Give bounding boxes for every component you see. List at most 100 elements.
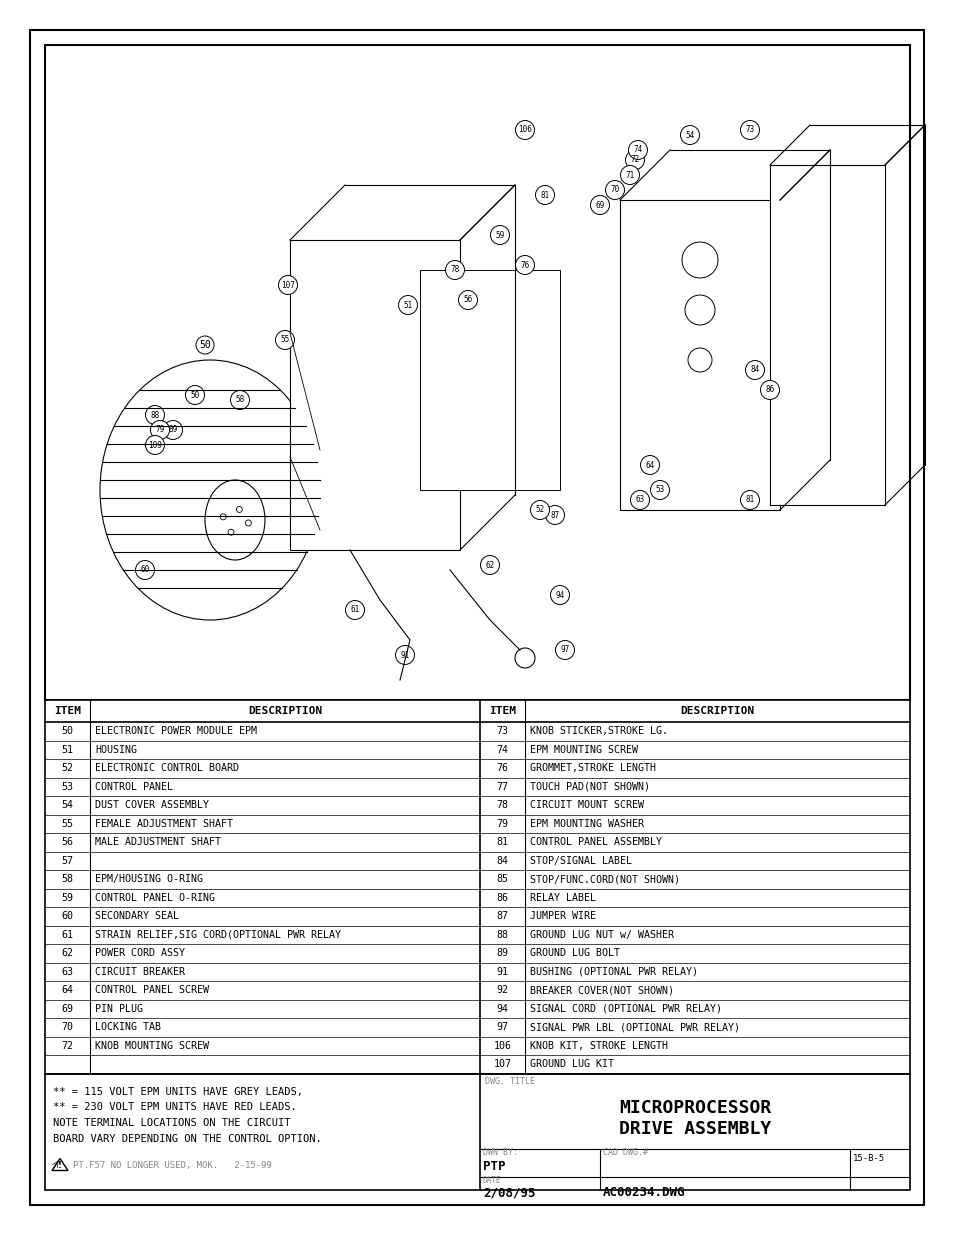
Text: 15-B-5: 15-B-5: [852, 1153, 884, 1163]
Text: DUST COVER ASSEMBLY: DUST COVER ASSEMBLY: [95, 800, 209, 810]
Text: EPM MOUNTING SCREW: EPM MOUNTING SCREW: [530, 745, 638, 755]
Text: 59: 59: [61, 893, 73, 903]
Circle shape: [490, 226, 509, 245]
Text: 51: 51: [403, 300, 413, 310]
Text: 81: 81: [539, 190, 549, 200]
Text: SIGNAL CORD (OPTIONAL PWR RELAY): SIGNAL CORD (OPTIONAL PWR RELAY): [530, 1004, 721, 1014]
Text: 62: 62: [61, 948, 73, 958]
Circle shape: [151, 420, 170, 440]
Circle shape: [590, 195, 609, 215]
Text: 61: 61: [350, 605, 359, 615]
Text: 89: 89: [168, 426, 177, 435]
Circle shape: [146, 436, 164, 454]
Text: CONTROL PANEL ASSEMBLY: CONTROL PANEL ASSEMBLY: [530, 837, 661, 847]
Text: HOUSING: HOUSING: [95, 745, 137, 755]
Text: 73: 73: [744, 126, 754, 135]
Text: 57: 57: [61, 856, 73, 866]
Text: 63: 63: [61, 967, 73, 977]
Text: GROUND LUG NUT w/ WASHER: GROUND LUG NUT w/ WASHER: [530, 930, 673, 940]
Text: 106: 106: [517, 126, 532, 135]
Text: 53: 53: [655, 485, 664, 494]
Circle shape: [275, 331, 294, 350]
Circle shape: [545, 505, 564, 525]
Text: SECONDARY SEAL: SECONDARY SEAL: [95, 911, 179, 921]
Circle shape: [679, 126, 699, 144]
Circle shape: [555, 641, 574, 659]
Text: 56: 56: [61, 837, 73, 847]
Text: 71: 71: [625, 170, 634, 179]
Circle shape: [740, 490, 759, 510]
Text: 106: 106: [493, 1041, 511, 1051]
Text: 107: 107: [493, 1060, 511, 1070]
Circle shape: [146, 405, 164, 425]
Text: 60: 60: [61, 911, 73, 921]
Text: 79: 79: [496, 819, 508, 829]
Text: SIGNAL PWR LBL (OPTIONAL PWR RELAY): SIGNAL PWR LBL (OPTIONAL PWR RELAY): [530, 1023, 740, 1032]
Text: NOTE TERMINAL LOCATIONS ON THE CIRCUIT: NOTE TERMINAL LOCATIONS ON THE CIRCUIT: [53, 1119, 291, 1129]
Circle shape: [630, 490, 649, 510]
Circle shape: [231, 390, 250, 410]
Text: DESCRIPTION: DESCRIPTION: [248, 706, 322, 716]
Bar: [769, 165, 884, 505]
Text: GROMMET,STROKE LENGTH: GROMMET,STROKE LENGTH: [530, 763, 656, 773]
Text: 56: 56: [463, 295, 472, 305]
Text: 52: 52: [61, 763, 73, 773]
Text: 89: 89: [496, 948, 508, 958]
Text: ITEM: ITEM: [489, 706, 516, 716]
Circle shape: [760, 380, 779, 399]
Text: PIN PLUG: PIN PLUG: [95, 1004, 143, 1014]
Circle shape: [550, 585, 569, 604]
Circle shape: [515, 256, 534, 274]
Circle shape: [639, 456, 659, 474]
Text: DATE: DATE: [482, 1176, 501, 1186]
Text: 88: 88: [151, 410, 159, 420]
Text: 72: 72: [630, 156, 639, 164]
Text: KNOB MOUNTING SCREW: KNOB MOUNTING SCREW: [95, 1041, 209, 1051]
Text: 74: 74: [633, 146, 642, 154]
Text: TOUCH PAD(NOT SHOWN): TOUCH PAD(NOT SHOWN): [530, 782, 649, 792]
Circle shape: [619, 165, 639, 184]
Text: 64: 64: [644, 461, 654, 469]
Text: KNOB KIT, STROKE LENGTH: KNOB KIT, STROKE LENGTH: [530, 1041, 667, 1051]
Text: 59: 59: [495, 231, 504, 240]
Text: 94: 94: [555, 590, 564, 599]
Text: CONTROL PANEL O-RING: CONTROL PANEL O-RING: [95, 893, 214, 903]
Text: MALE ADJUSTMENT SHAFT: MALE ADJUSTMENT SHAFT: [95, 837, 221, 847]
Text: EPM/HOUSING O-RING: EPM/HOUSING O-RING: [95, 874, 203, 884]
Circle shape: [163, 420, 182, 440]
Text: CIRCUIT BREAKER: CIRCUIT BREAKER: [95, 967, 185, 977]
Text: LOCKING TAB: LOCKING TAB: [95, 1023, 161, 1032]
Bar: [45, 700, 909, 1073]
Text: 70: 70: [610, 185, 619, 194]
Text: STOP/SIGNAL LABEL: STOP/SIGNAL LABEL: [530, 856, 631, 866]
Text: 107: 107: [281, 280, 294, 289]
Circle shape: [535, 185, 554, 205]
Bar: [419, 270, 559, 490]
Text: GROUND LUG KIT: GROUND LUG KIT: [530, 1060, 614, 1070]
Bar: [45, 1073, 909, 1191]
Text: 2/08/95: 2/08/95: [482, 1186, 535, 1199]
Bar: [45, 44, 909, 700]
Text: BOARD VARY DEPENDING ON THE CONTROL OPTION.: BOARD VARY DEPENDING ON THE CONTROL OPTI…: [53, 1135, 321, 1145]
Text: 55: 55: [280, 336, 290, 345]
Text: 97: 97: [559, 646, 569, 655]
Text: 97: 97: [496, 1023, 508, 1032]
Text: 91: 91: [400, 651, 409, 659]
Text: GROUND LUG BOLT: GROUND LUG BOLT: [530, 948, 619, 958]
Text: 74: 74: [496, 745, 508, 755]
Text: 54: 54: [61, 800, 73, 810]
Text: POWER CORD ASSY: POWER CORD ASSY: [95, 948, 185, 958]
Text: 58: 58: [61, 874, 73, 884]
Text: ITEM: ITEM: [54, 706, 81, 716]
Text: ** = 115 VOLT EPM UNITS HAVE GREY LEADS,: ** = 115 VOLT EPM UNITS HAVE GREY LEADS,: [53, 1087, 303, 1097]
Text: 72: 72: [61, 1041, 73, 1051]
Circle shape: [628, 141, 647, 159]
Circle shape: [445, 261, 464, 279]
Text: 84: 84: [496, 856, 508, 866]
Text: DESCRIPTION: DESCRIPTION: [679, 706, 754, 716]
Text: 69: 69: [61, 1004, 73, 1014]
Text: 87: 87: [496, 911, 508, 921]
Text: 81: 81: [744, 495, 754, 505]
Text: 64: 64: [61, 986, 73, 995]
Text: EPM MOUNTING WASHER: EPM MOUNTING WASHER: [530, 819, 643, 829]
